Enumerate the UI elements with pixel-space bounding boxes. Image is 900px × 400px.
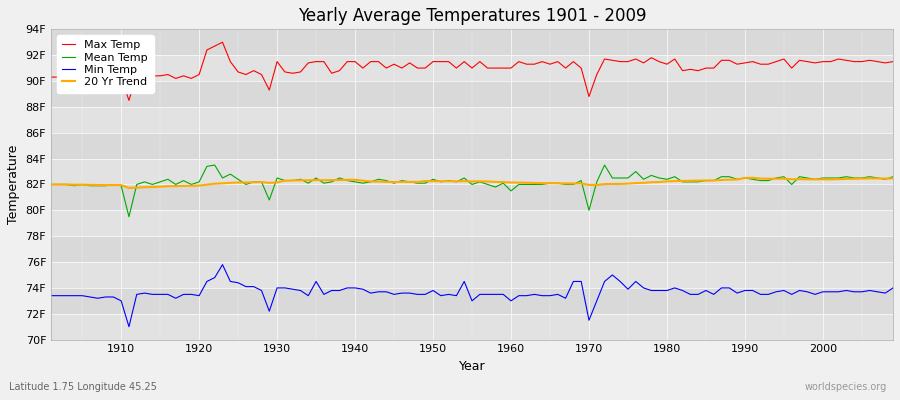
Min Temp: [521, 293, 532, 298]
20 Yr Trend: [334, 178, 345, 182]
Mean Temp: [108, 182, 119, 187]
Mean Temp: [295, 177, 306, 182]
Bar: [51, 81, 893, 107]
Mean Temp: [46, 182, 57, 187]
Line: 20 Yr Trend: 20 Yr Trend: [51, 178, 893, 188]
20 Yr Trend: [287, 178, 298, 183]
Min Temp: [513, 293, 524, 298]
20 Yr Trend: [506, 180, 517, 185]
Max Temp: [295, 70, 306, 74]
Max Temp: [123, 98, 134, 103]
Mean Temp: [615, 176, 626, 180]
20 Yr Trend: [46, 182, 57, 187]
Max Temp: [521, 62, 532, 66]
Y-axis label: Temperature: Temperature: [7, 145, 20, 224]
Bar: [51, 158, 893, 184]
Line: Mean Temp: Mean Temp: [51, 165, 893, 217]
Bar: [51, 236, 893, 262]
Bar: [51, 184, 893, 210]
Line: Max Temp: Max Temp: [51, 42, 893, 100]
20 Yr Trend: [513, 180, 524, 185]
Mean Temp: [521, 182, 532, 187]
Min Temp: [123, 324, 134, 329]
Min Temp: [887, 286, 898, 290]
Min Temp: [217, 262, 228, 267]
20 Yr Trend: [108, 183, 119, 188]
Bar: [51, 29, 893, 55]
Bar: [51, 314, 893, 340]
Min Temp: [46, 293, 57, 298]
Bar: [51, 262, 893, 288]
Min Temp: [108, 294, 119, 299]
Min Temp: [295, 288, 306, 293]
Mean Temp: [123, 214, 134, 219]
Legend: Max Temp, Mean Temp, Min Temp, 20 Yr Trend: Max Temp, Mean Temp, Min Temp, 20 Yr Tre…: [57, 35, 154, 93]
Bar: [51, 133, 893, 158]
Min Temp: [615, 279, 626, 284]
Bar: [51, 288, 893, 314]
Max Temp: [615, 59, 626, 64]
Mean Temp: [887, 174, 898, 179]
Min Temp: [342, 286, 353, 290]
20 Yr Trend: [123, 186, 134, 190]
Mean Temp: [513, 182, 524, 187]
Mean Temp: [342, 178, 353, 183]
X-axis label: Year: Year: [459, 360, 485, 373]
Bar: [51, 55, 893, 81]
Max Temp: [217, 40, 228, 45]
20 Yr Trend: [887, 176, 898, 181]
Bar: [51, 210, 893, 236]
Max Temp: [887, 59, 898, 64]
Max Temp: [342, 59, 353, 64]
Title: Yearly Average Temperatures 1901 - 2009: Yearly Average Temperatures 1901 - 2009: [298, 7, 646, 25]
Bar: [51, 107, 893, 133]
Line: Min Temp: Min Temp: [51, 265, 893, 327]
20 Yr Trend: [607, 182, 617, 186]
Mean Temp: [210, 163, 220, 168]
Text: worldspecies.org: worldspecies.org: [805, 382, 886, 392]
Text: Latitude 1.75 Longitude 45.25: Latitude 1.75 Longitude 45.25: [9, 382, 157, 392]
20 Yr Trend: [747, 175, 758, 180]
Max Temp: [513, 59, 524, 64]
Max Temp: [108, 79, 119, 84]
Max Temp: [46, 75, 57, 80]
